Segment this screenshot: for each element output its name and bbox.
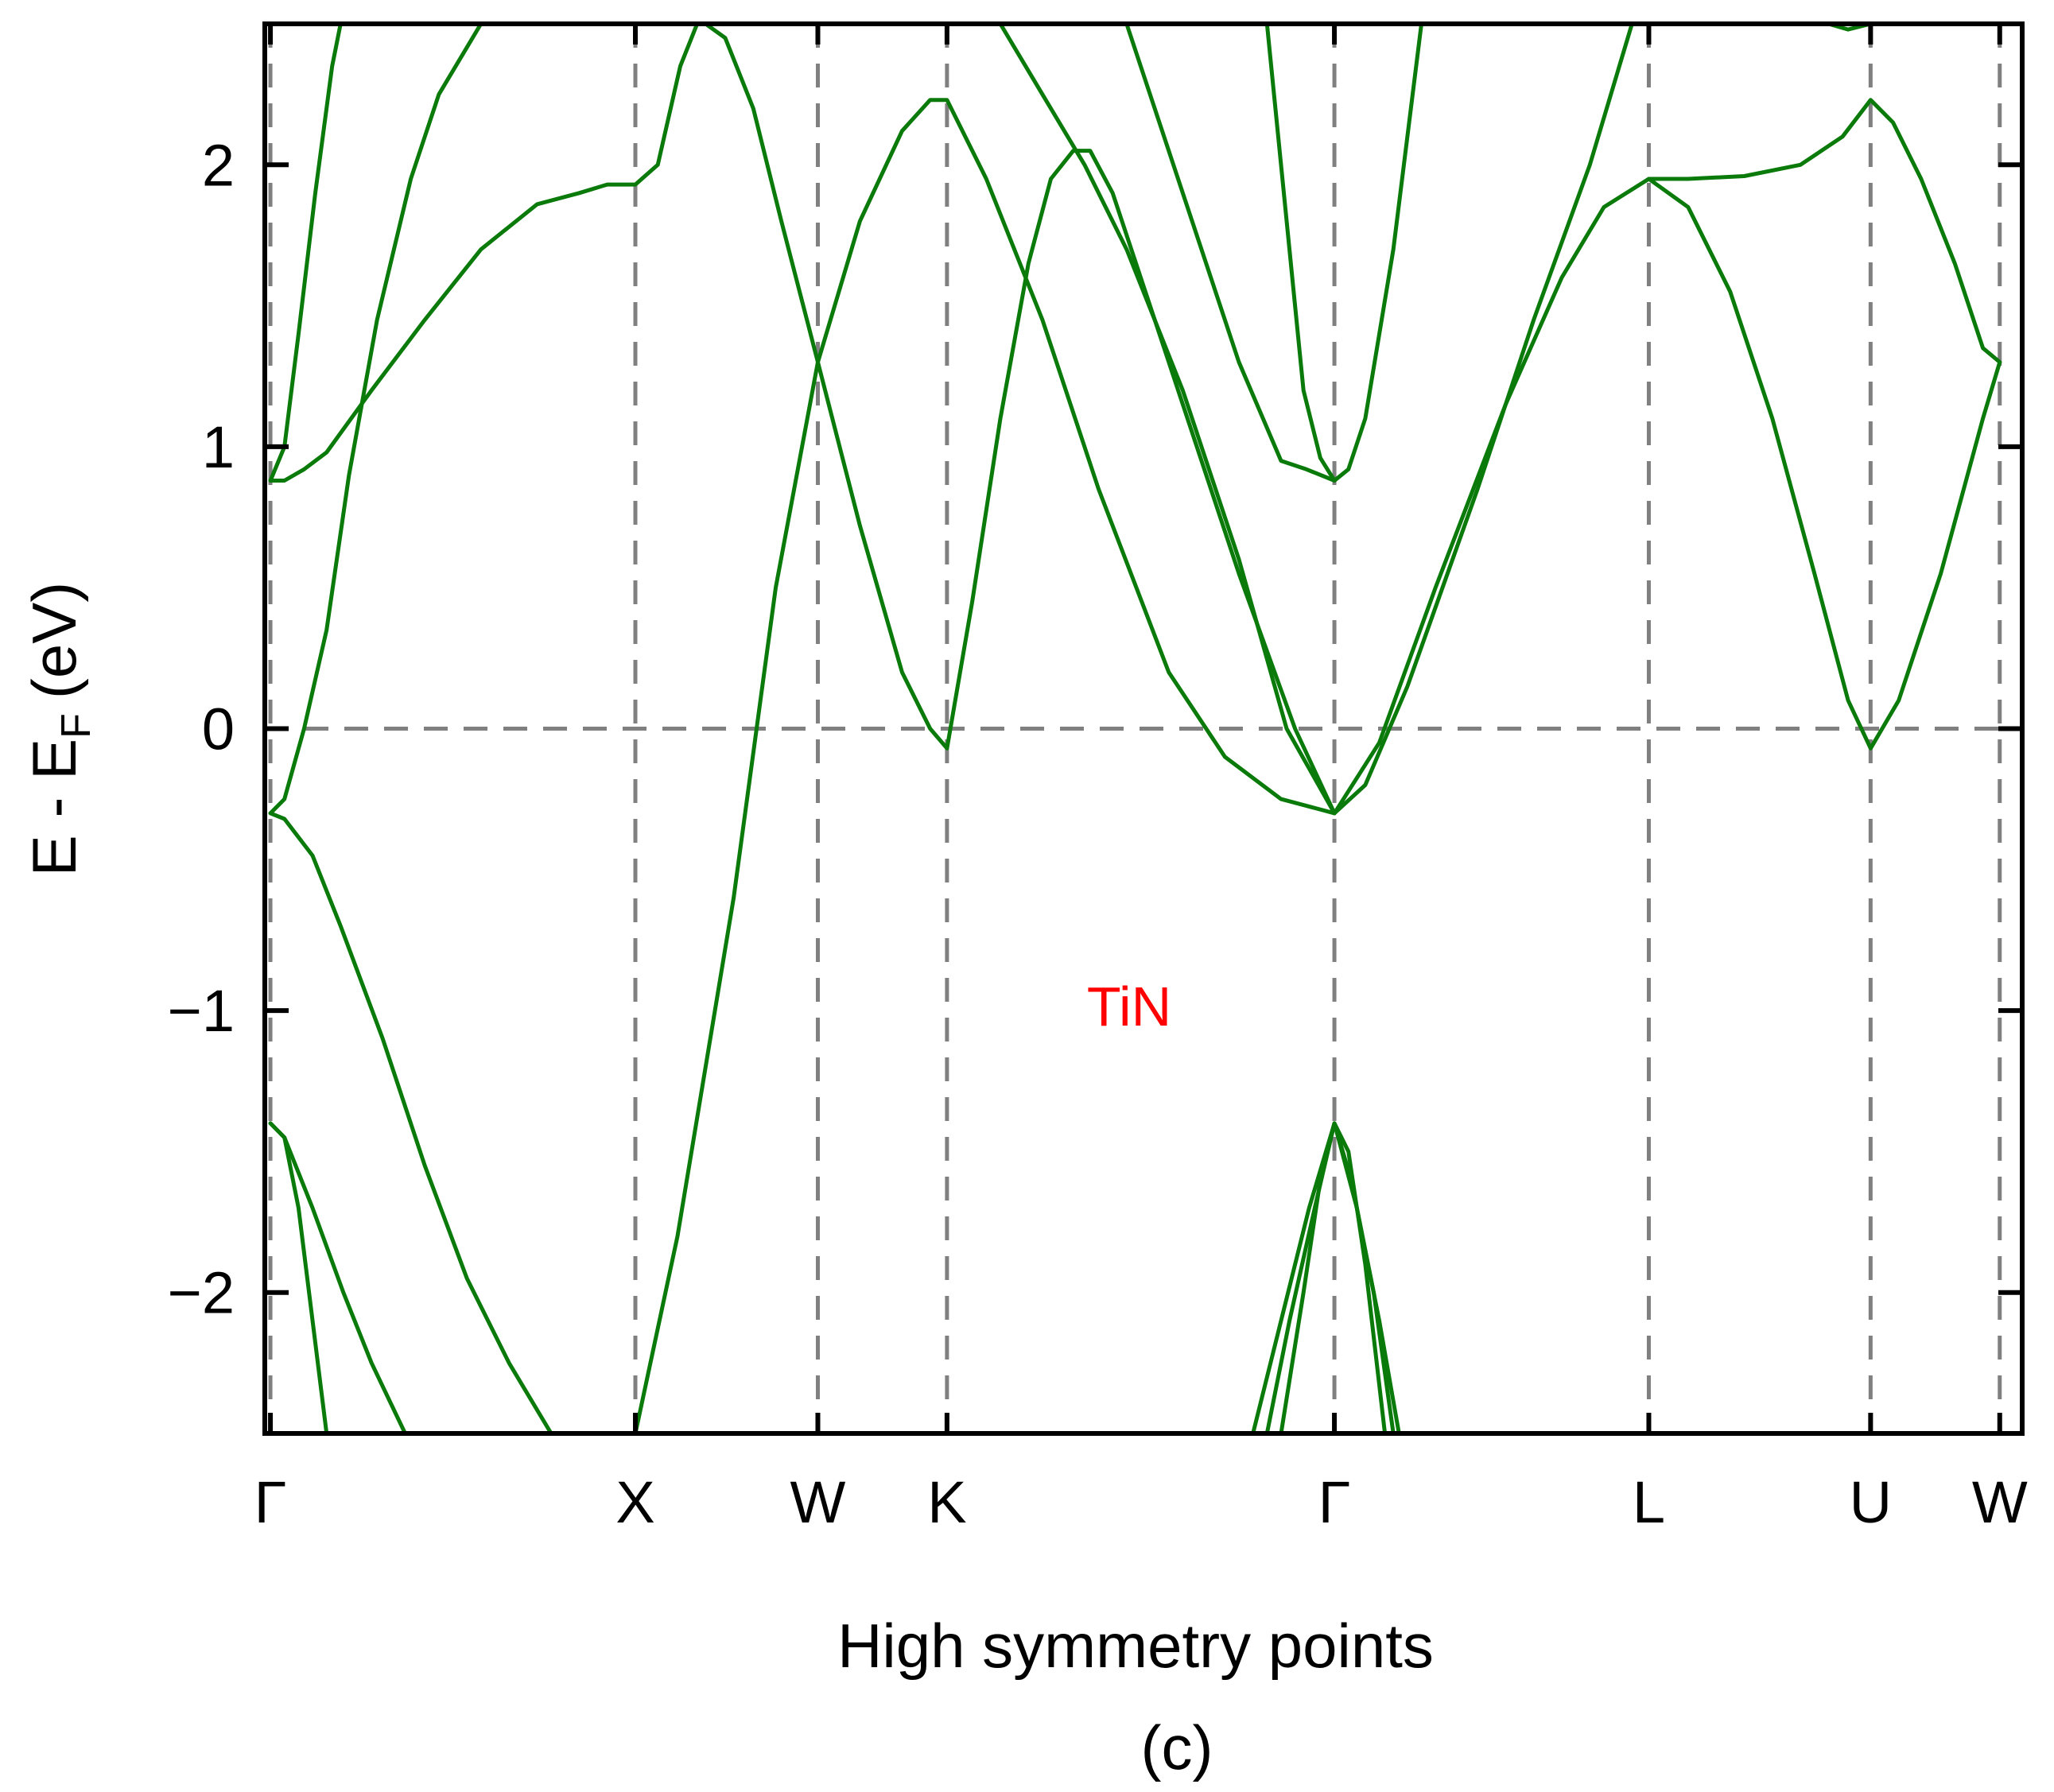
y-tick-label-0: −2 bbox=[168, 1260, 235, 1326]
x-tick-label-0: Γ bbox=[254, 1469, 287, 1535]
x-tick-label-7: W bbox=[1972, 1469, 2028, 1535]
band-line-11 bbox=[1332, 24, 1634, 816]
x-axis-title: High symmetry points bbox=[837, 1611, 1434, 1681]
material-annotation: TiN bbox=[1087, 976, 1171, 1038]
band-line-10 bbox=[1264, 24, 1337, 483]
band-line-4 bbox=[268, 24, 700, 483]
x-tick-label-3: K bbox=[927, 1469, 966, 1535]
y-tick-label-2: 0 bbox=[202, 696, 235, 762]
x-tick-label-4: Γ bbox=[1318, 1469, 1351, 1535]
band-line-3 bbox=[268, 24, 483, 816]
x-tick-label-2: W bbox=[790, 1469, 846, 1535]
band-line-12 bbox=[1332, 98, 2002, 816]
band-series bbox=[268, 24, 2002, 1433]
band-line-13 bbox=[1647, 176, 2002, 751]
y-tick-label-1: −1 bbox=[168, 978, 235, 1044]
band-line-2 bbox=[268, 811, 553, 1433]
y-tick-label-4: 2 bbox=[202, 132, 235, 198]
y-tick-label-3: 1 bbox=[202, 414, 235, 480]
band-line-8 bbox=[998, 24, 1337, 816]
x-tick-label-6: U bbox=[1850, 1469, 1892, 1535]
y-axis-title: E - EF (eV) bbox=[19, 582, 99, 877]
axis-tick-labels: −2 −1 0 1 2 Γ X W K Γ L U W bbox=[168, 132, 2028, 1535]
band-line-5 bbox=[268, 24, 343, 483]
axis-ticks bbox=[265, 24, 2022, 1433]
band-line-1 bbox=[268, 1121, 407, 1433]
y-axis-title-main: E - E bbox=[19, 739, 89, 876]
band-line-9 bbox=[1124, 24, 1423, 483]
kpoint-guide-lines bbox=[265, 24, 2022, 1433]
x-tick-label-1: X bbox=[615, 1469, 654, 1535]
y-axis-title-unit: (eV) bbox=[19, 582, 89, 699]
y-axis-title-subscript: F bbox=[53, 713, 99, 739]
x-tick-label-5: L bbox=[1633, 1469, 1665, 1535]
band-line-6 bbox=[633, 98, 1337, 1433]
figure-caption: (c) bbox=[1141, 1712, 1213, 1782]
band-line-17 bbox=[1279, 1121, 1388, 1433]
